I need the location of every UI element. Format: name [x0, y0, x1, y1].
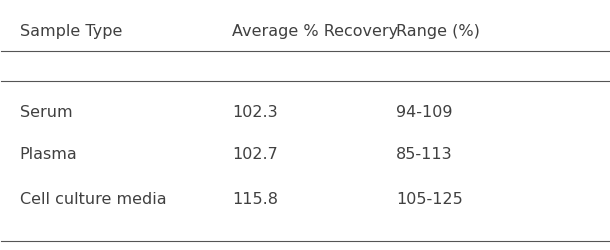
Text: 105-125: 105-125	[396, 192, 463, 207]
Text: 102.7: 102.7	[232, 147, 278, 162]
Text: Sample Type: Sample Type	[20, 24, 122, 38]
Text: 94-109: 94-109	[396, 105, 453, 120]
Text: Plasma: Plasma	[20, 147, 77, 162]
Text: Range (%): Range (%)	[396, 24, 480, 38]
Text: Cell culture media: Cell culture media	[20, 192, 167, 207]
Text: 85-113: 85-113	[396, 147, 453, 162]
Text: Average % Recovery: Average % Recovery	[232, 24, 398, 38]
Text: 115.8: 115.8	[232, 192, 278, 207]
Text: Serum: Serum	[20, 105, 72, 120]
Text: 102.3: 102.3	[232, 105, 278, 120]
